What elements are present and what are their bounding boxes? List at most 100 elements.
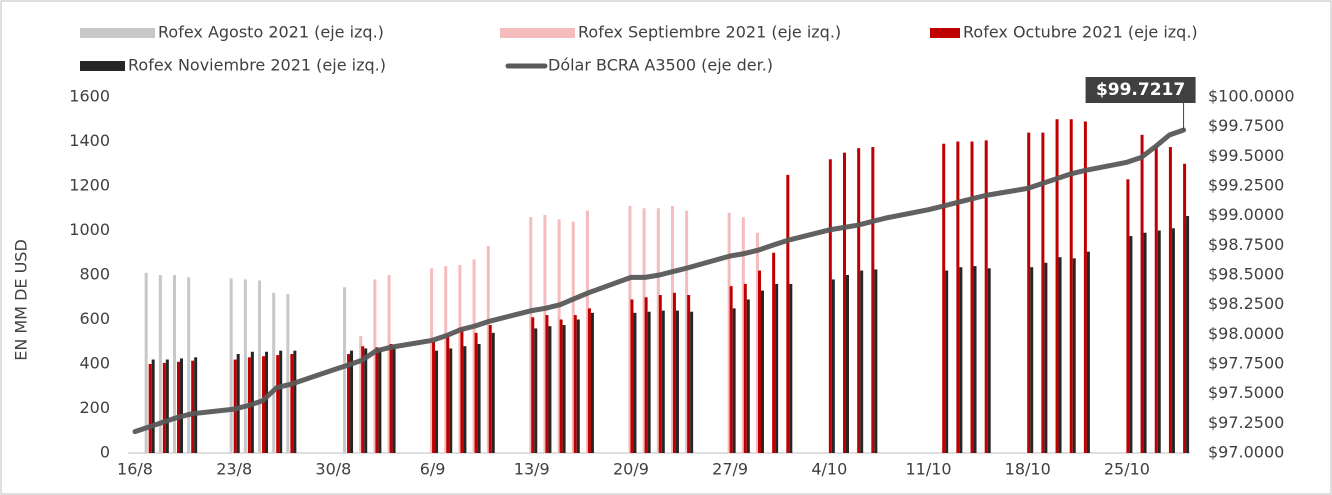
bar bbox=[942, 143, 946, 453]
x-tick-label: 18/10 bbox=[1005, 460, 1051, 479]
bar bbox=[272, 292, 276, 453]
y-tick-label: 1000 bbox=[69, 220, 110, 239]
y2-tick-label: $99.7500 bbox=[1208, 116, 1284, 135]
bar bbox=[148, 364, 152, 453]
bar bbox=[1157, 230, 1161, 453]
bar bbox=[775, 283, 779, 453]
bar bbox=[449, 348, 453, 453]
y2-tick-label: $100.0000 bbox=[1208, 87, 1295, 106]
bar bbox=[585, 210, 589, 453]
bar bbox=[647, 311, 651, 453]
bar bbox=[727, 212, 731, 453]
x-tick-label: 27/9 bbox=[712, 460, 748, 479]
bar bbox=[258, 280, 262, 453]
bar bbox=[1055, 119, 1059, 453]
y-tick-label: 1400 bbox=[69, 131, 110, 150]
x-tick-label: 16/8 bbox=[117, 460, 153, 479]
annotation-label: $99.7217 bbox=[1096, 80, 1185, 100]
y-tick-label: 600 bbox=[79, 309, 110, 328]
bar bbox=[1154, 145, 1158, 453]
bar bbox=[1072, 258, 1076, 453]
y-tick-label: 1200 bbox=[69, 176, 110, 195]
bar bbox=[685, 210, 689, 453]
bar bbox=[229, 278, 233, 453]
legend-label: Rofex Septiembre 2021 (eje izq.) bbox=[578, 23, 841, 42]
bar bbox=[1143, 232, 1147, 453]
y-axis-title: EN MM DE USD bbox=[12, 239, 31, 361]
x-tick-label: 11/10 bbox=[905, 460, 951, 479]
line-series bbox=[132, 127, 1187, 435]
bar bbox=[874, 269, 878, 453]
x-tick-label: 25/10 bbox=[1104, 460, 1150, 479]
bar bbox=[343, 287, 347, 453]
bar bbox=[1027, 132, 1031, 453]
bar bbox=[165, 359, 169, 453]
bar bbox=[743, 283, 747, 453]
bar bbox=[1186, 216, 1190, 453]
legend-swatch bbox=[80, 61, 125, 71]
bar bbox=[1044, 262, 1048, 453]
bar bbox=[531, 317, 535, 453]
bar bbox=[435, 350, 439, 453]
bar bbox=[290, 353, 294, 453]
bar bbox=[359, 336, 363, 453]
bar bbox=[675, 310, 679, 453]
bar bbox=[265, 351, 269, 453]
bar bbox=[789, 283, 793, 453]
bar bbox=[529, 217, 533, 453]
bar bbox=[562, 325, 566, 453]
bar bbox=[656, 208, 660, 453]
bar bbox=[1086, 251, 1090, 453]
bar bbox=[173, 275, 177, 453]
bar bbox=[633, 312, 637, 453]
bar bbox=[786, 174, 790, 453]
bar bbox=[432, 341, 436, 453]
bar bbox=[732, 308, 736, 453]
legend-swatch bbox=[930, 28, 960, 38]
y2-tick-label: $98.7500 bbox=[1208, 235, 1284, 254]
x-tick-label: 30/8 bbox=[315, 460, 351, 479]
bar bbox=[486, 246, 490, 453]
bar bbox=[672, 292, 676, 453]
bar bbox=[973, 266, 977, 453]
bar bbox=[1171, 228, 1175, 453]
bar bbox=[987, 268, 991, 453]
bar bbox=[392, 346, 396, 453]
bar bbox=[375, 347, 379, 453]
bar bbox=[984, 140, 988, 453]
bar bbox=[1183, 163, 1187, 453]
bar bbox=[446, 335, 450, 453]
annotation-box bbox=[1085, 77, 1196, 103]
bar bbox=[180, 358, 184, 453]
legend-label: Rofex Agosto 2021 (eje izq.) bbox=[158, 23, 384, 42]
bar bbox=[760, 290, 764, 453]
bar bbox=[361, 346, 365, 453]
y2-tick-label: $99.2500 bbox=[1208, 176, 1284, 195]
bar bbox=[690, 311, 694, 453]
bar bbox=[741, 217, 745, 453]
x-tick-label: 6/9 bbox=[420, 460, 446, 479]
bar bbox=[628, 206, 632, 453]
y2-tick-label: $97.7500 bbox=[1208, 354, 1284, 373]
bar bbox=[162, 362, 166, 453]
legend-label: Rofex Noviembre 2021 (eje izq.) bbox=[128, 56, 386, 75]
bar bbox=[177, 361, 181, 453]
x-tick-label: 23/8 bbox=[216, 460, 252, 479]
bar bbox=[151, 359, 155, 453]
bar bbox=[860, 270, 864, 453]
bar bbox=[772, 252, 776, 453]
bar bbox=[831, 279, 835, 453]
bar bbox=[573, 315, 577, 453]
bar bbox=[571, 221, 575, 453]
bar bbox=[1129, 236, 1133, 453]
bar bbox=[364, 348, 368, 453]
bar bbox=[472, 259, 476, 453]
bar bbox=[670, 206, 674, 453]
bar bbox=[548, 326, 552, 453]
bar bbox=[970, 141, 974, 453]
bar bbox=[661, 310, 665, 453]
y2-tick-label: $99.5000 bbox=[1208, 146, 1284, 165]
bar bbox=[590, 312, 594, 453]
bar bbox=[477, 343, 481, 453]
